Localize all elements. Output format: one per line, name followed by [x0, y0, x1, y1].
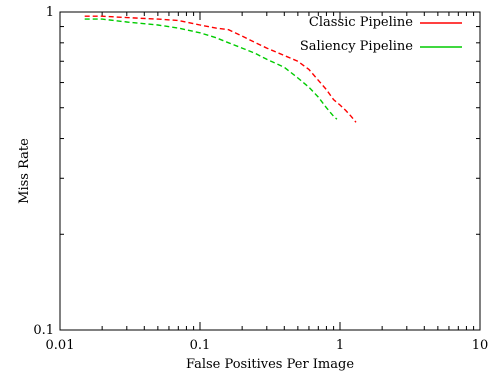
legend: Classic Pipeline Saliency Pipeline [300, 15, 462, 54]
series-group [84, 15, 357, 123]
series-line-0 [84, 15, 357, 123]
plot-frame [59, 11, 481, 331]
x-axis-label: False Positives Per Image [186, 357, 354, 372]
x-tick-label: 0.01 [46, 338, 75, 353]
y-tick-label: 0.1 [33, 323, 54, 338]
legend-label-classic: Classic Pipeline [309, 15, 413, 30]
legend-label-saliency: Saliency Pipeline [300, 39, 413, 54]
y-axis-ticks: 0.11 [33, 5, 480, 338]
y-tick-label: 1 [46, 5, 54, 20]
x-axis-ticks: 0.01 0.1 1 10 [46, 12, 489, 353]
series-line-1 [84, 18, 338, 120]
x-tick-label: 0.1 [190, 338, 211, 353]
x-tick-label: 10 [472, 338, 489, 353]
x-tick-label: 1 [336, 338, 344, 353]
y-axis-label: Miss Rate [17, 138, 32, 204]
